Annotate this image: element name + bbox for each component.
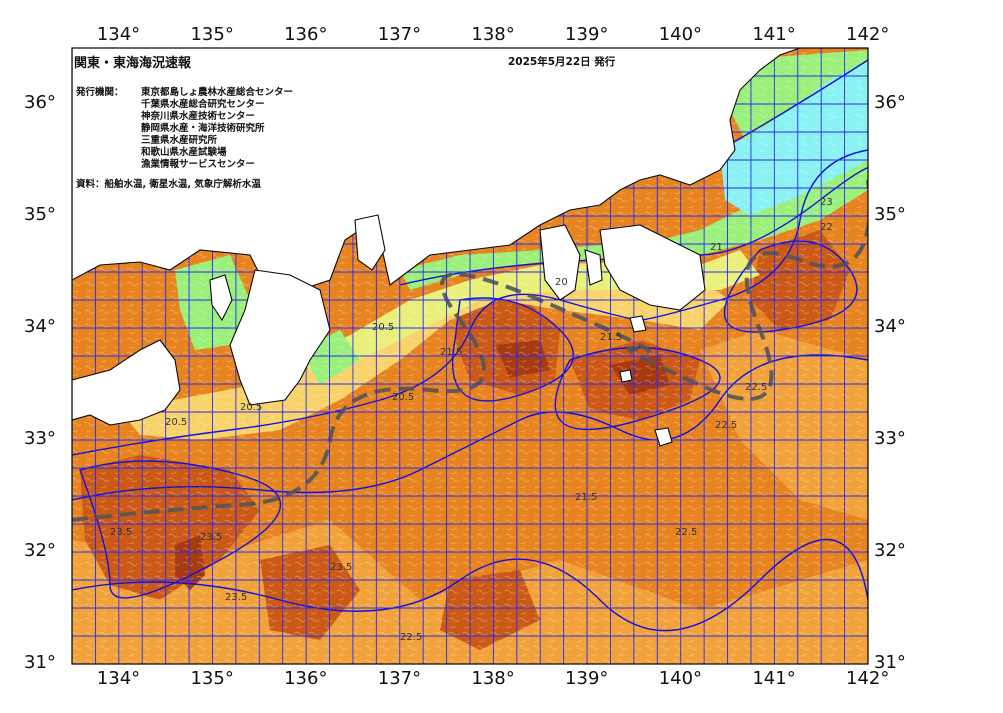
- land-izu: [539, 224, 581, 301]
- lat-label-right: 32°: [874, 540, 906, 561]
- lat-label-right: 31°: [874, 652, 906, 673]
- contour-label: 20.5: [165, 417, 187, 428]
- sst-field: [72, 48, 868, 664]
- contour-label: 21.5: [440, 347, 462, 358]
- issue-date: 2025年5月22日 発行: [508, 56, 616, 68]
- lat-label-left: 32°: [24, 540, 56, 561]
- land-boso: [599, 224, 706, 311]
- lon-label-bottom: 136°: [284, 668, 328, 689]
- lat-label-left: 35°: [24, 204, 56, 225]
- issuer-4: 三重県水産研究所: [141, 135, 218, 146]
- issuer-3: 静岡県水産・海洋技術研究所: [141, 123, 265, 134]
- lon-label-bottom: 138°: [471, 668, 515, 689]
- lon-label-top: 134°: [96, 24, 141, 45]
- contour-label: 20.5: [372, 322, 394, 333]
- isotherm-line: [72, 538, 868, 632]
- isotherm-line: [72, 354, 868, 501]
- land-shikoku: [72, 339, 181, 426]
- issuer-1: 千葉県水産総合研究センター: [141, 99, 265, 110]
- lon-label-bottom: 139°: [565, 668, 609, 689]
- contour-label: 23: [820, 197, 833, 208]
- contour-label: 22: [820, 222, 833, 233]
- contour-label: 23.5: [225, 592, 247, 603]
- lon-label-bottom: 140°: [658, 668, 703, 689]
- contour-label: 23.5: [200, 532, 222, 543]
- lon-label-top: 139°: [565, 24, 609, 45]
- lat-label-left: 33°: [24, 428, 56, 449]
- issuer-0: 東京都島しょ農林水産総合センター: [141, 87, 294, 98]
- land: [72, 48, 801, 447]
- lat-label-right: 33°: [874, 428, 906, 449]
- land-miyake: [619, 369, 633, 383]
- lat-label-left: 36°: [24, 92, 56, 113]
- land-awaji: [209, 274, 233, 322]
- issuer-5: 和歌山県水産試験場: [141, 147, 227, 158]
- lon-label-bottom: 142°: [846, 668, 890, 689]
- land-hachijo: [654, 427, 673, 447]
- lat-label-left: 34°: [24, 316, 56, 337]
- contour-label: 22.5: [745, 382, 767, 393]
- contour-label: 21.5: [600, 332, 622, 343]
- land-kii-shikoku: [72, 48, 801, 291]
- lon-label-bottom: 137°: [377, 668, 422, 689]
- isotherm-line: [719, 59, 868, 151]
- contour-label: 22.5: [675, 527, 697, 538]
- lon-label-bottom: 134°: [96, 668, 141, 689]
- lon-label-bottom: 141°: [752, 668, 796, 689]
- lon-label-top: 141°: [752, 24, 796, 45]
- contour-label: 23.5: [110, 527, 132, 538]
- lon-label-top: 142°: [846, 24, 890, 45]
- contour-label: 22.5: [400, 632, 422, 643]
- contour-label: 23.5: [330, 562, 352, 573]
- lon-label-top: 136°: [284, 24, 328, 45]
- map-frame: [71, 47, 869, 665]
- contour-label: 20.5: [392, 392, 414, 403]
- lat-label-right: 34°: [874, 316, 906, 337]
- lon-label-top: 135°: [190, 24, 234, 45]
- lat-label-right: 35°: [874, 204, 906, 225]
- map-title: 関東・東海海況速報: [74, 56, 192, 71]
- issuer-2: 神奈川県水産技術センター: [141, 111, 256, 122]
- contour-label: 20: [555, 277, 568, 288]
- lon-label-top: 137°: [377, 24, 422, 45]
- contour-labels: 20.5 20.5 20.5 20.5 21.5 21.5 21.5 22.5 22.5 22.5…: [110, 197, 833, 643]
- isotherm-line: [451, 297, 574, 402]
- land-miura: [584, 249, 603, 286]
- issuers-label: 発行機関：: [76, 87, 124, 98]
- contour-label: 20.5: [240, 402, 262, 413]
- contour-label: 22.5: [715, 420, 737, 431]
- contour-label: 21: [710, 242, 723, 253]
- contour-label: 21.5: [575, 492, 597, 503]
- issuer-6: 漁業情報サービスセンター: [141, 159, 256, 170]
- lat-label-right: 36°: [874, 92, 906, 113]
- lon-label-bottom: 135°: [190, 668, 234, 689]
- lon-label-top: 140°: [658, 24, 703, 45]
- isotherm-line: [72, 149, 868, 456]
- lon-label-top: 138°: [471, 24, 515, 45]
- land-ise: [354, 214, 386, 271]
- isotherm-line: [79, 460, 282, 599]
- land-kii-peninsula: [229, 269, 331, 406]
- source-note: 資料：船舶水温, 衛星水温, 気象庁解析水温: [76, 179, 261, 190]
- land-oshima: [629, 315, 647, 333]
- lat-label-left: 31°: [24, 652, 56, 673]
